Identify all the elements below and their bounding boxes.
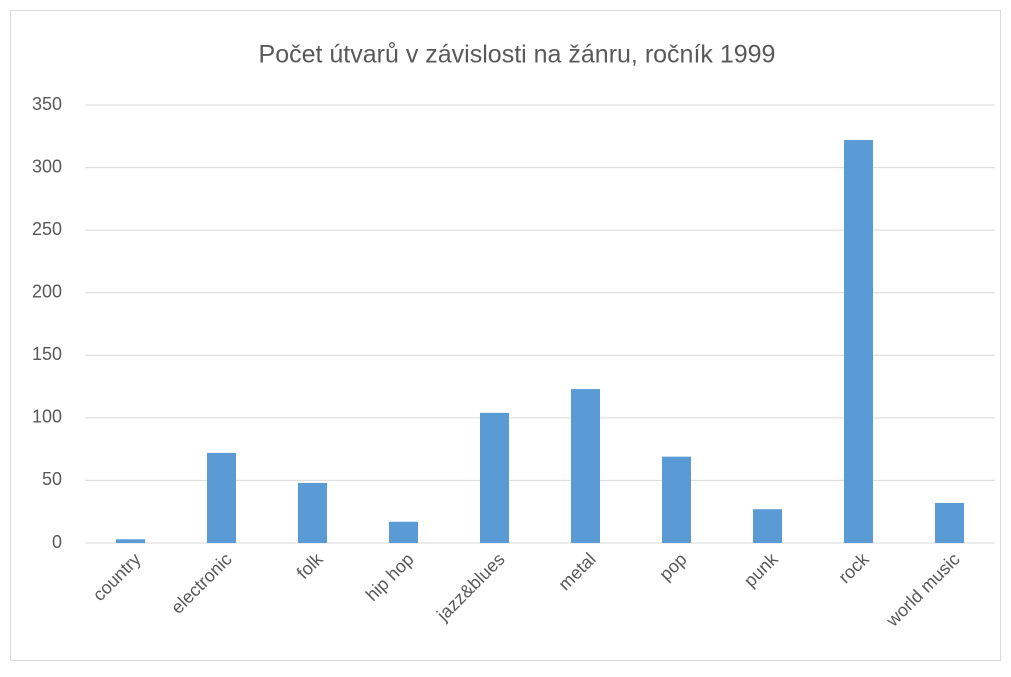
bar bbox=[207, 452, 236, 543]
chart-title: Počet útvarů v závislosti na žánru, ročn… bbox=[259, 41, 776, 69]
y-tick-label: 300 bbox=[32, 156, 62, 176]
bar bbox=[571, 389, 600, 543]
bar bbox=[480, 412, 509, 543]
y-tick-label: 100 bbox=[32, 407, 62, 427]
y-tick-label: 250 bbox=[32, 219, 62, 239]
y-tick-label: 350 bbox=[32, 94, 62, 114]
bar bbox=[116, 539, 145, 543]
y-tick-label: 200 bbox=[32, 281, 62, 301]
bar bbox=[935, 502, 964, 543]
bar bbox=[753, 509, 782, 543]
bar bbox=[844, 140, 873, 544]
chart-border bbox=[10, 10, 1001, 661]
bar bbox=[298, 482, 327, 543]
bar bbox=[389, 521, 418, 543]
bar bbox=[662, 456, 691, 543]
y-tick-label: 50 bbox=[42, 469, 62, 489]
y-tick-label: 0 bbox=[52, 532, 62, 552]
y-tick-label: 150 bbox=[32, 344, 62, 364]
